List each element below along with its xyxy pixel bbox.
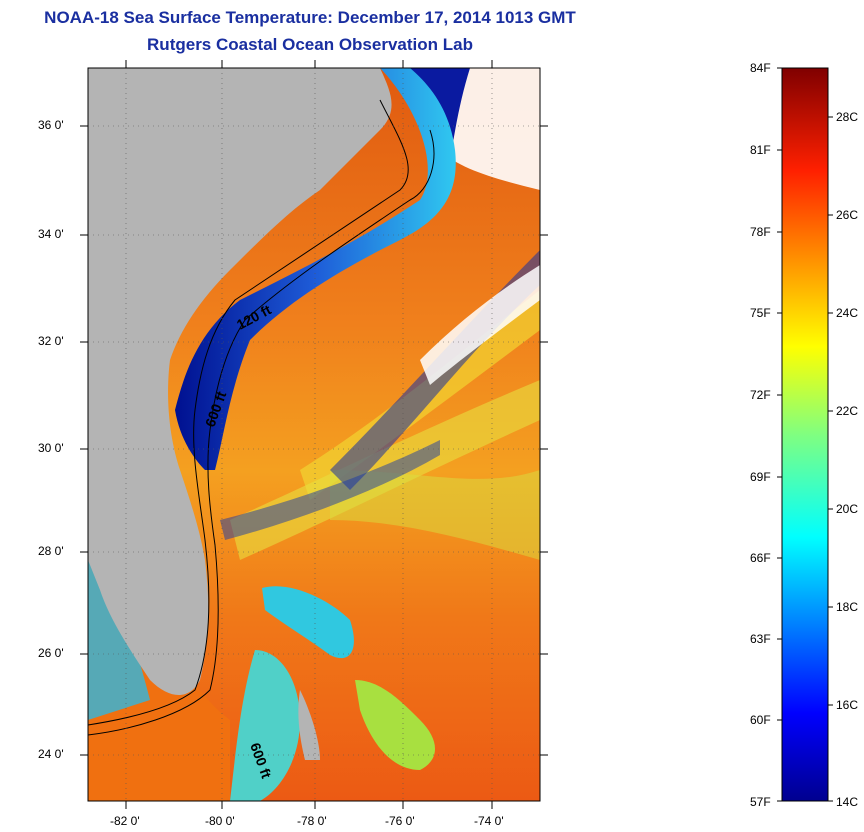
colorbar-c-label: 18C: [836, 600, 859, 614]
colorbar-f-label: 78F: [750, 225, 771, 239]
colorbar-c-label: 28C: [836, 110, 859, 124]
colorbar-c-label: 16C: [836, 698, 859, 712]
colorbar-f-label: 66F: [750, 551, 771, 565]
colorbar-f-label: 72F: [750, 388, 771, 402]
colorbar-f-label: 75F: [750, 306, 771, 320]
contour-120ft: [88, 99, 409, 726]
lat-label: 26 0': [38, 646, 64, 660]
lon-label: -76 0': [385, 814, 415, 828]
colorbar-f-label: 81F: [750, 143, 771, 157]
lon-label: -80 0': [205, 814, 235, 828]
colorbar-f-label: 60F: [750, 713, 771, 727]
lon-label: -74 0': [474, 814, 504, 828]
lat-label: 28 0': [38, 544, 64, 558]
map-subtitle: Rutgers Coastal Ocean Observation Lab: [147, 35, 473, 54]
map-title: NOAA-18 Sea Surface Temperature: Decembe…: [44, 8, 576, 27]
colorbar-c-label: 20C: [836, 502, 859, 516]
lat-label: 30 0': [38, 441, 64, 455]
lon-label: -78 0': [297, 814, 327, 828]
colorbar-f-label: 84F: [750, 61, 771, 75]
lon-label: -82 0': [110, 814, 140, 828]
colorbar-f-label: 63F: [750, 632, 771, 646]
colorbar-c-label: 22C: [836, 404, 859, 418]
contour-600ft: [88, 129, 435, 736]
lat-label: 32 0': [38, 334, 64, 348]
lat-label: 24 0': [38, 747, 64, 761]
colorbar-c-label: 24C: [836, 306, 859, 320]
colorbar-f-label: 57F: [750, 795, 771, 809]
colorbar-c-label: 14C: [836, 795, 859, 809]
land-area: [88, 68, 392, 695]
lat-label: 34 0': [38, 227, 64, 241]
colorbar-f-label: 69F: [750, 470, 771, 484]
map-frame: [87, 67, 541, 802]
map-field: [88, 68, 540, 801]
lat-label: 36 0': [38, 118, 64, 132]
map-grid: [88, 68, 540, 801]
colorbar: [781, 67, 829, 802]
colorbar-c-label: 26C: [836, 208, 859, 222]
bahamas-bank: [262, 586, 354, 659]
